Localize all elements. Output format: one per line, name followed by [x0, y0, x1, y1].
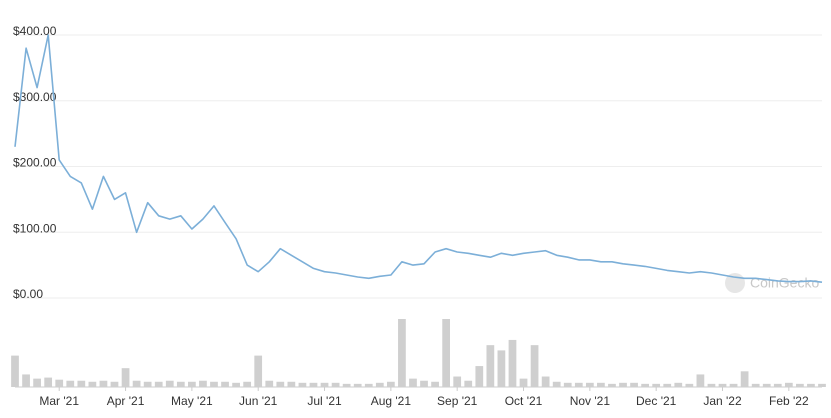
volume-bar [265, 380, 274, 387]
volume-bar [652, 383, 661, 387]
volume-bar [530, 345, 539, 387]
x-tick-label: Oct '21 [505, 394, 543, 408]
x-tick-label: May '21 [171, 394, 213, 408]
volume-bar [287, 381, 296, 387]
volume-bar [254, 355, 263, 387]
volume-bar [210, 381, 218, 387]
volume-bar [77, 380, 86, 387]
volume-bar [121, 368, 130, 387]
volume-bar [55, 379, 64, 387]
volume-bar [585, 382, 594, 387]
volume-bar [320, 382, 329, 387]
volume-bar [729, 383, 738, 387]
volume-bar [674, 382, 683, 387]
volume-bar [807, 383, 815, 387]
price-line [14, 34, 823, 283]
volume-bar [88, 381, 97, 387]
x-tick-label: Feb '22 [769, 394, 809, 408]
volume-bar [497, 350, 506, 387]
x-tick-label: Jan '22 [703, 394, 742, 408]
volume-bar [364, 383, 373, 387]
volume-bar [442, 319, 451, 387]
volume-bar [232, 382, 240, 387]
volume-bar [386, 381, 395, 387]
volume-bar [541, 376, 550, 387]
x-tick-label: Apr '21 [107, 394, 145, 408]
volume-bar [796, 383, 804, 387]
volume-bar [486, 345, 495, 387]
volume-bar [641, 383, 649, 387]
volume-bar [784, 382, 793, 387]
volume-bar [619, 382, 627, 387]
volume-bar [773, 383, 782, 387]
volume-bar [176, 381, 185, 387]
x-tick-label: Dec '21 [636, 394, 677, 408]
volume-bar [342, 383, 351, 387]
volume-bar [44, 377, 53, 387]
volume-bar [818, 383, 826, 387]
volume-bar [519, 378, 528, 387]
x-tick-label: Jun '21 [239, 394, 278, 408]
volume-bar [375, 382, 384, 387]
volume-bar [143, 381, 152, 387]
volume-bar [630, 382, 638, 387]
y-tick-label: $0.00 [13, 287, 43, 301]
volume-bar [22, 374, 30, 387]
volume-bar [243, 381, 252, 387]
volume-bar [597, 382, 605, 387]
volume-bar [740, 371, 749, 387]
volume-bar [464, 380, 473, 387]
volume-bar [99, 380, 108, 387]
volume-bar [11, 355, 19, 387]
volume-bar [188, 381, 196, 387]
x-tick-label: Sep '21 [437, 394, 478, 408]
volume-bar [685, 383, 694, 387]
x-tick-label: Mar '21 [39, 394, 79, 408]
volume-bar [353, 383, 362, 387]
watermark: CoinGecko [750, 275, 819, 291]
y-tick-label: $200.00 [13, 156, 57, 170]
volume-bar [751, 383, 760, 387]
y-tick-label: $400.00 [13, 24, 57, 38]
volume-bar [508, 339, 517, 387]
volume-bar [707, 383, 716, 387]
y-tick-label: $300.00 [13, 90, 57, 104]
volume-bar [154, 381, 163, 387]
volume-bar [663, 383, 672, 387]
volume-bar [574, 382, 583, 387]
volume-bar [453, 376, 462, 387]
volume-bar [398, 319, 406, 387]
volume-bar [762, 383, 771, 387]
volume-bar [165, 380, 174, 387]
x-tick-label: Aug '21 [371, 394, 412, 408]
volume-bar [475, 366, 484, 387]
x-tick-label: Jul '21 [307, 394, 342, 408]
volume-bar [298, 382, 307, 387]
y-tick-label: $100.00 [13, 221, 57, 235]
volume-bar [409, 378, 417, 387]
volume-bar [552, 381, 561, 387]
volume-bar [563, 382, 572, 387]
volume-bar [608, 383, 616, 387]
volume-bar [110, 381, 119, 387]
volume-bar [132, 380, 141, 387]
plot: $0.00 $100.00 $200.00 $300.00 $400.00 Mar '21… [11, 24, 826, 408]
volume-bar [718, 383, 727, 387]
volume-bar [431, 381, 439, 387]
volume-bar [199, 380, 207, 387]
volume-bar [696, 374, 705, 387]
volume-bar [33, 378, 41, 387]
x-tick-label: Nov '21 [570, 394, 611, 408]
volume-bar [420, 380, 428, 387]
volume-bar [221, 381, 229, 387]
volume-bar [331, 382, 340, 387]
volume-bar [276, 381, 285, 387]
volume-bar [309, 382, 318, 387]
volume-bar [66, 380, 75, 387]
